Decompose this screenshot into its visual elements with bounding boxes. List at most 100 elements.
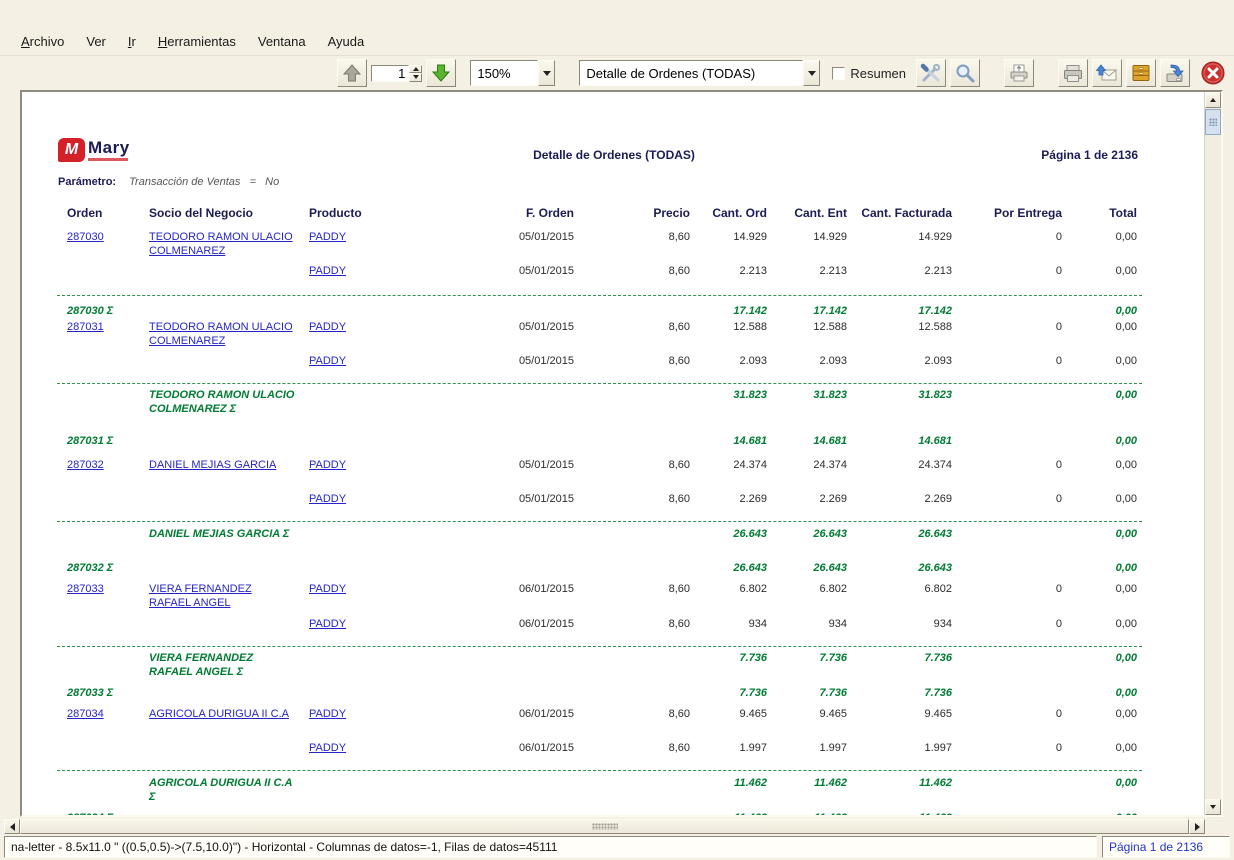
scroll-up-icon [1210, 98, 1216, 102]
close-button[interactable] [1200, 60, 1226, 86]
socio-cell: AGRICOLA DURIGUA II C.A [149, 707, 309, 721]
socio-link[interactable]: VIERA FERNANDEZ RAFAEL ANGEL [149, 583, 252, 609]
cant_fact-value: 6.802 [847, 582, 952, 610]
por_entrega-empty [952, 651, 1062, 679]
orden-link[interactable]: 287031 [67, 321, 104, 333]
socio-value [149, 492, 309, 506]
cant_ent-subtotal-value: 11.462 [767, 776, 847, 804]
por_entrega-empty [952, 388, 1062, 416]
forden-value: 05/01/2015 [419, 264, 574, 278]
cant_ord-value: 6.802 [690, 582, 767, 610]
cant_ord-value: 14.929 [690, 230, 767, 258]
orden-subtotal-value: 287030 Σ [67, 304, 149, 318]
scroll-right-button[interactable] [1189, 819, 1205, 834]
horizontal-scroll-thumb[interactable] [20, 819, 1189, 834]
archive-button[interactable] [1126, 59, 1156, 87]
next-page-button[interactable] [426, 59, 456, 87]
cant_fact-value: 24.374 [847, 458, 952, 472]
forden-empty [419, 686, 574, 700]
cant_ent-subtotal-value: 11.462 [767, 811, 847, 815]
total-value: 0,00 [1062, 264, 1137, 278]
scroll-right-icon [1195, 823, 1200, 831]
cant_ent-subtotal-value: 14.681 [767, 434, 847, 448]
scroll-left-button[interactable] [4, 819, 20, 834]
menu-herramientas[interactable]: Herramientas [147, 29, 247, 54]
menu-bar: ArchivoVerIrHerramientasVentanaAyuda [0, 28, 1234, 56]
cant_ord-value: 2.093 [690, 354, 767, 368]
email-button[interactable] [1092, 59, 1122, 87]
producto-empty [309, 561, 419, 575]
precio-value: 8,60 [574, 582, 690, 610]
search-button[interactable] [950, 59, 980, 87]
socio-value [149, 354, 309, 368]
producto-link[interactable]: PADDY [309, 231, 346, 243]
orden-subtotal-value: 287033 Σ [67, 686, 149, 700]
socio-cell: DANIEL MEJIAS GARCIA [149, 458, 309, 472]
export-button[interactable] [1160, 59, 1190, 87]
precio-value: 8,60 [574, 458, 690, 472]
cant_ent-value: 934 [767, 617, 847, 631]
orden-link[interactable]: 287034 [67, 708, 104, 720]
socio-empty [149, 304, 309, 318]
forden-value: 05/01/2015 [419, 354, 574, 368]
producto-link[interactable]: PADDY [309, 355, 346, 367]
group-separator-line [57, 770, 1142, 771]
resumen-label: Resumen [850, 66, 906, 81]
cant_fact-value: 14.929 [847, 230, 952, 258]
producto-link[interactable]: PADDY [309, 583, 346, 595]
producto-link[interactable]: PADDY [309, 459, 346, 471]
socio-link[interactable]: DANIEL MEJIAS GARCIA [149, 459, 276, 471]
cant_ent-value: 12.588 [767, 320, 847, 348]
orden-subtotal-value: 287034 Σ [67, 811, 149, 815]
scroll-up-button[interactable] [1205, 92, 1221, 108]
cant_fact-subtotal-value: 31.823 [847, 388, 952, 416]
menu-ir[interactable]: Ir [117, 29, 147, 54]
tools-button[interactable] [916, 59, 946, 87]
status-page-format: na-letter - 8.5x11.0 " ((0.5,0.5)->(7.5,… [4, 836, 1097, 858]
report-dropdown-button[interactable] [803, 60, 820, 86]
producto-link[interactable]: PADDY [309, 493, 346, 505]
previous-page-button[interactable] [337, 59, 367, 87]
vertical-scroll-thumb[interactable] [1205, 109, 1221, 135]
report-select[interactable]: Detalle de Ordenes (TODAS) [579, 60, 820, 86]
zoom-select[interactable]: 150% [470, 60, 555, 86]
horizontal-scrollbar[interactable] [4, 819, 1205, 834]
page-spin-up-button[interactable] [409, 65, 422, 74]
producto-link[interactable]: PADDY [309, 742, 346, 754]
group-separator-line [57, 646, 1142, 647]
orden-link[interactable]: 287033 [67, 583, 104, 595]
print-export-button[interactable] [1004, 59, 1034, 87]
forden-value: 06/01/2015 [419, 617, 574, 631]
producto-link[interactable]: PADDY [309, 618, 346, 630]
resumen-checkbox[interactable] [832, 67, 845, 80]
producto-link[interactable]: PADDY [309, 708, 346, 720]
vertical-scrollbar[interactable] [1204, 92, 1221, 815]
page-spin-down-button[interactable] [409, 73, 422, 82]
cant_ord-subtotal-value: 31.823 [690, 388, 767, 416]
cant_fact-subtotal-value: 14.681 [847, 434, 952, 448]
menu-archivo[interactable]: Archivo [10, 29, 75, 54]
menu-ver[interactable]: Ver [75, 29, 117, 54]
print-button[interactable] [1058, 59, 1088, 87]
table-row: 287034AGRICOLA DURIGUA II C.APADDY06/01/… [67, 707, 1137, 721]
forden-empty [419, 776, 574, 804]
order-subtotal-row: 287032 Σ26.64326.64326.6430,00 [67, 561, 1137, 575]
socio-link[interactable]: TEODORO RAMON ULACIO COLMENAREZ [149, 321, 293, 347]
order-subtotal-row: 287030 Σ17.14217.14217.1420,00 [67, 304, 1137, 318]
zoom-dropdown-button[interactable] [538, 60, 555, 86]
socio-link[interactable]: TEODORO RAMON ULACIO COLMENAREZ [149, 231, 293, 257]
cant_ent-subtotal-value: 17.142 [767, 304, 847, 318]
orden-value [67, 617, 149, 631]
page-number-input[interactable] [371, 65, 409, 82]
menu-ventana[interactable]: Ventana [247, 29, 317, 54]
cant_ent-value: 2.093 [767, 354, 847, 368]
producto-link[interactable]: PADDY [309, 321, 346, 333]
menu-ayuda[interactable]: Ayuda [317, 29, 376, 54]
socio-link[interactable]: AGRICOLA DURIGUA II C.A [149, 708, 289, 720]
scroll-down-button[interactable] [1205, 799, 1221, 815]
orden-link[interactable]: 287032 [67, 459, 104, 471]
producto-link[interactable]: PADDY [309, 265, 346, 277]
total-value: 0,00 [1062, 617, 1137, 631]
socio-empty [149, 811, 309, 815]
orden-link[interactable]: 287030 [67, 231, 104, 243]
